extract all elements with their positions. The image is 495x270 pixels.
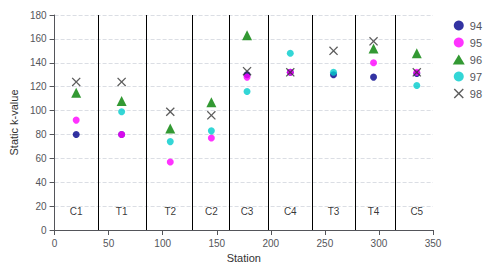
svg-text:96: 96 [470, 54, 482, 66]
svg-text:60: 60 [35, 153, 47, 164]
svg-text:T3: T3 [328, 206, 340, 217]
svg-text:350: 350 [425, 238, 442, 249]
svg-text:160: 160 [30, 33, 47, 44]
svg-text:150: 150 [208, 238, 225, 249]
svg-text:100: 100 [154, 238, 171, 249]
svg-text:300: 300 [371, 238, 388, 249]
svg-text:50: 50 [103, 238, 115, 249]
svg-text:C4: C4 [284, 206, 297, 217]
svg-text:T4: T4 [368, 206, 380, 217]
svg-text:100: 100 [30, 105, 47, 116]
svg-text:98: 98 [470, 88, 482, 100]
svg-text:95: 95 [470, 37, 482, 49]
svg-text:20: 20 [35, 201, 47, 212]
svg-text:80: 80 [35, 129, 47, 140]
svg-text:120: 120 [30, 81, 47, 92]
svg-text:40: 40 [35, 177, 47, 188]
svg-text:C3: C3 [241, 206, 254, 217]
svg-text:180: 180 [30, 10, 47, 21]
svg-text:Station: Station [227, 252, 261, 264]
svg-text:0: 0 [41, 225, 47, 236]
svg-text:94: 94 [470, 20, 482, 32]
svg-text:C2: C2 [205, 206, 218, 217]
svg-text:C5: C5 [410, 206, 423, 217]
svg-text:250: 250 [317, 238, 334, 249]
svg-text:T2: T2 [164, 206, 176, 217]
svg-text:C1: C1 [70, 206, 83, 217]
svg-text:140: 140 [30, 57, 47, 68]
svg-text:Static k-value: Static k-value [8, 89, 20, 155]
svg-text:97: 97 [470, 71, 482, 83]
svg-text:200: 200 [262, 238, 279, 249]
svg-text:T1: T1 [116, 206, 128, 217]
svg-text:0: 0 [52, 238, 58, 249]
